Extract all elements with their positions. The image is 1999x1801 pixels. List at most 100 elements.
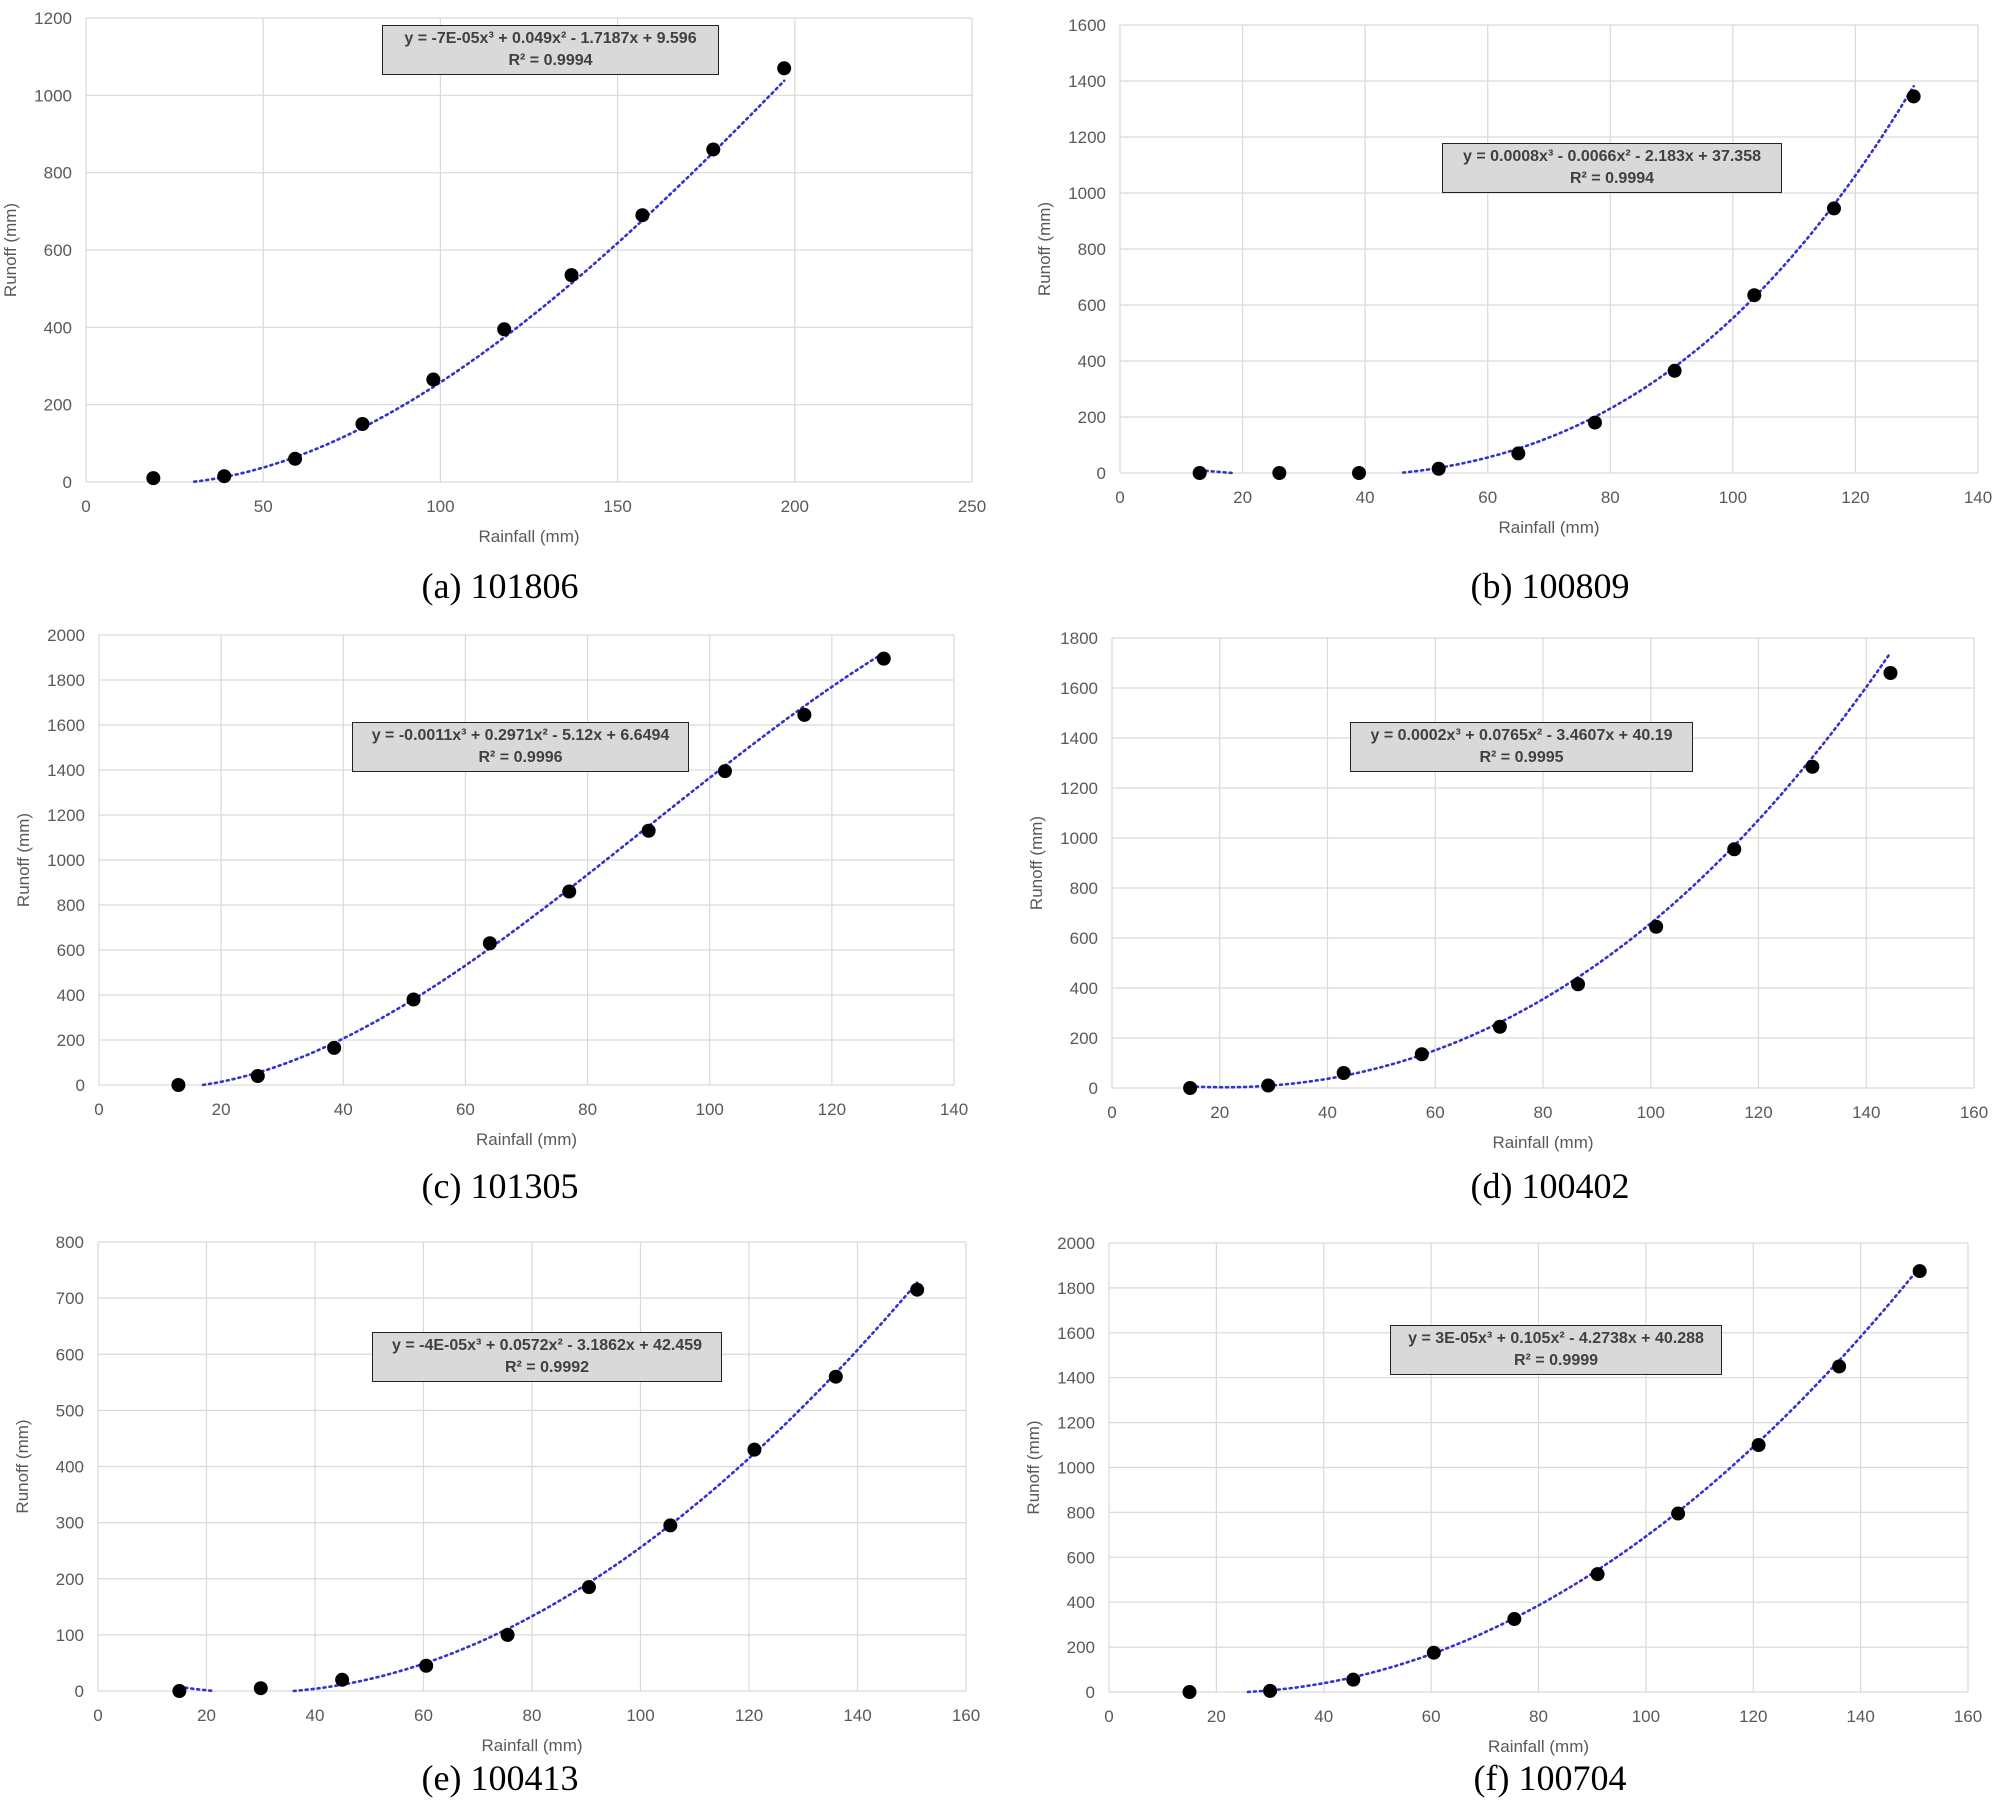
x-tick-label: 20 bbox=[212, 1100, 231, 1119]
y-tick-label: 600 bbox=[1078, 296, 1106, 315]
trendline bbox=[201, 651, 886, 1087]
x-tick-label: 40 bbox=[306, 1706, 325, 1725]
data-point bbox=[1587, 415, 1602, 430]
y-tick-label: 1600 bbox=[1060, 679, 1098, 698]
data-point bbox=[1507, 1612, 1522, 1627]
chart-panel-d: 0 20 40 60 80 100 120 140 160 0 200 400 600 800 1000 12… bbox=[1000, 610, 1999, 1210]
chart-panel-b: 0 20 40 60 80 100 120 140 0 200 400 600 800 1000 1200 1… bbox=[1000, 0, 1999, 610]
data-point bbox=[1272, 466, 1287, 480]
y-tick-label: 600 bbox=[44, 241, 72, 260]
x-tick-label: 40 bbox=[1318, 1103, 1337, 1122]
y-tick-label: 1800 bbox=[1057, 1279, 1095, 1298]
x-tick-label: 120 bbox=[1841, 488, 1869, 507]
x-axis-label: Rainfall (mm) bbox=[1498, 518, 1599, 537]
y-tick-label: 1200 bbox=[34, 9, 72, 28]
equation-text-e: y = -4E-05x³ + 0.0572x² - 3.1862x + 42.4… bbox=[391, 1337, 702, 1354]
y-tick-label: 800 bbox=[56, 1233, 84, 1252]
equation-box-f: y = 3E-05x³ + 0.105x² - 4.2738x + 40.288… bbox=[1390, 1325, 1722, 1375]
r-squared-text-e: R² = 0.9992 bbox=[504, 1359, 590, 1376]
data-point bbox=[797, 707, 812, 722]
y-tick-label: 300 bbox=[56, 1514, 84, 1533]
y-tick-label: 1000 bbox=[34, 86, 72, 105]
data-point bbox=[1727, 842, 1742, 857]
x-tick-label: 40 bbox=[334, 1100, 353, 1119]
x-tick-label: 80 bbox=[1601, 488, 1620, 507]
x-tick-label: 60 bbox=[1426, 1103, 1445, 1122]
x-tick-label: 60 bbox=[414, 1706, 433, 1725]
chart-panel-e: 0 20 40 60 80 100 120 140 160 0 100 200 300 400 500 600… bbox=[0, 1215, 1000, 1801]
data-point bbox=[327, 1040, 342, 1055]
x-tick-label: 250 bbox=[958, 497, 986, 516]
data-point bbox=[172, 1684, 187, 1698]
equation-text-b: y = 0.0008x³ - 0.0066x² - 2.183x + 37.35… bbox=[1462, 148, 1761, 165]
y-axis-label: Runoff (mm) bbox=[1024, 1420, 1043, 1514]
x-axis-label: Rainfall (mm) bbox=[481, 1736, 582, 1755]
equation-text-d: y = 0.0002x³ + 0.0765x² - 3.4607x + 40.1… bbox=[1370, 727, 1673, 744]
x-tick-label: 80 bbox=[1534, 1103, 1553, 1122]
chart-panel-a: 0 50 100 150 200 250 0 200 400 600 800 1000 1200 Rain… bbox=[0, 0, 1000, 606]
y-tick-label: 400 bbox=[44, 318, 72, 337]
x-tick-label: 80 bbox=[578, 1100, 597, 1119]
x-tick-label: 0 bbox=[1107, 1103, 1116, 1122]
x-tick-label: 60 bbox=[1422, 1707, 1441, 1726]
data-point bbox=[426, 372, 441, 387]
x-tick-label: 140 bbox=[1964, 488, 1992, 507]
data-point bbox=[1352, 466, 1367, 480]
equation-box-a: y = -7E-05x³ + 0.049x² - 1.7187x + 9.596… bbox=[382, 25, 719, 75]
x-tick-label: 160 bbox=[1954, 1707, 1982, 1726]
x-axis-label: Rainfall (mm) bbox=[1492, 1133, 1593, 1152]
x-tick-label: 160 bbox=[1960, 1103, 1988, 1122]
y-tick-label: 700 bbox=[56, 1289, 84, 1308]
y-tick-label: 400 bbox=[1070, 979, 1098, 998]
y-tick-label: 400 bbox=[1067, 1593, 1095, 1612]
data-point bbox=[876, 651, 891, 666]
data-point bbox=[663, 1518, 678, 1533]
data-point bbox=[146, 471, 161, 486]
chart-svg-d: 0 20 40 60 80 100 120 140 1600200400600800100012… bbox=[1027, 629, 1988, 1152]
equation-text-f: y = 3E-05x³ + 0.105x² - 4.2738x + 40.288 bbox=[1408, 1330, 1704, 1347]
data-point bbox=[747, 1442, 762, 1457]
y-tick-label: 200 bbox=[1070, 1029, 1098, 1048]
y-tick-label: 400 bbox=[56, 1458, 84, 1477]
data-point bbox=[250, 1069, 265, 1083]
caption-c: (c) 101305 bbox=[421, 1166, 579, 1206]
y-tick-label: 400 bbox=[1078, 352, 1106, 371]
x-tick-label: 20 bbox=[1233, 488, 1252, 507]
y-tick-label: 2000 bbox=[47, 626, 85, 645]
data-point bbox=[419, 1658, 434, 1673]
y-tick-label: 800 bbox=[1067, 1503, 1095, 1522]
y-tick-label: 1000 bbox=[1068, 184, 1106, 203]
data-point bbox=[1747, 288, 1762, 303]
y-tick-label: 1400 bbox=[1060, 729, 1098, 748]
data-point bbox=[1805, 759, 1820, 774]
y-tick-label: 2000 bbox=[1057, 1234, 1095, 1253]
x-tick-label: 140 bbox=[1852, 1103, 1880, 1122]
y-axis-label: Runoff (mm) bbox=[1, 203, 20, 297]
y-tick-label: 500 bbox=[56, 1401, 84, 1420]
x-tick-label: 100 bbox=[696, 1100, 724, 1119]
x-tick-label: 120 bbox=[1739, 1707, 1767, 1726]
data-point bbox=[1667, 363, 1682, 378]
y-axis-label: Runoff (mm) bbox=[14, 813, 33, 907]
data-point bbox=[641, 823, 656, 838]
x-tick-label: 140 bbox=[940, 1100, 968, 1119]
y-tick-label: 1800 bbox=[1060, 629, 1098, 648]
x-tick-label: 60 bbox=[1478, 488, 1497, 507]
x-tick-label: 0 bbox=[1104, 1707, 1113, 1726]
data-point bbox=[706, 142, 721, 157]
data-point bbox=[1346, 1672, 1361, 1687]
equation-box-c: y = -0.0011x³ + 0.2971x² - 5.12x + 6.649… bbox=[352, 722, 689, 772]
x-axis-label: Rainfall (mm) bbox=[476, 1130, 577, 1149]
data-point bbox=[335, 1672, 350, 1687]
y-tick-label: 0 bbox=[63, 473, 72, 492]
x-axis-label: Rainfall (mm) bbox=[1488, 1737, 1589, 1756]
trendline bbox=[193, 79, 786, 483]
trendline bbox=[1188, 651, 1892, 1089]
x-tick-label: 60 bbox=[456, 1100, 475, 1119]
x-tick-label: 80 bbox=[523, 1706, 542, 1725]
equation-text-c: y = -0.0011x³ + 0.2971x² - 5.12x + 6.649… bbox=[371, 727, 670, 744]
data-point bbox=[497, 322, 512, 337]
y-tick-label: 800 bbox=[57, 896, 85, 915]
data-point bbox=[1263, 1683, 1278, 1698]
data-point bbox=[1511, 446, 1526, 461]
